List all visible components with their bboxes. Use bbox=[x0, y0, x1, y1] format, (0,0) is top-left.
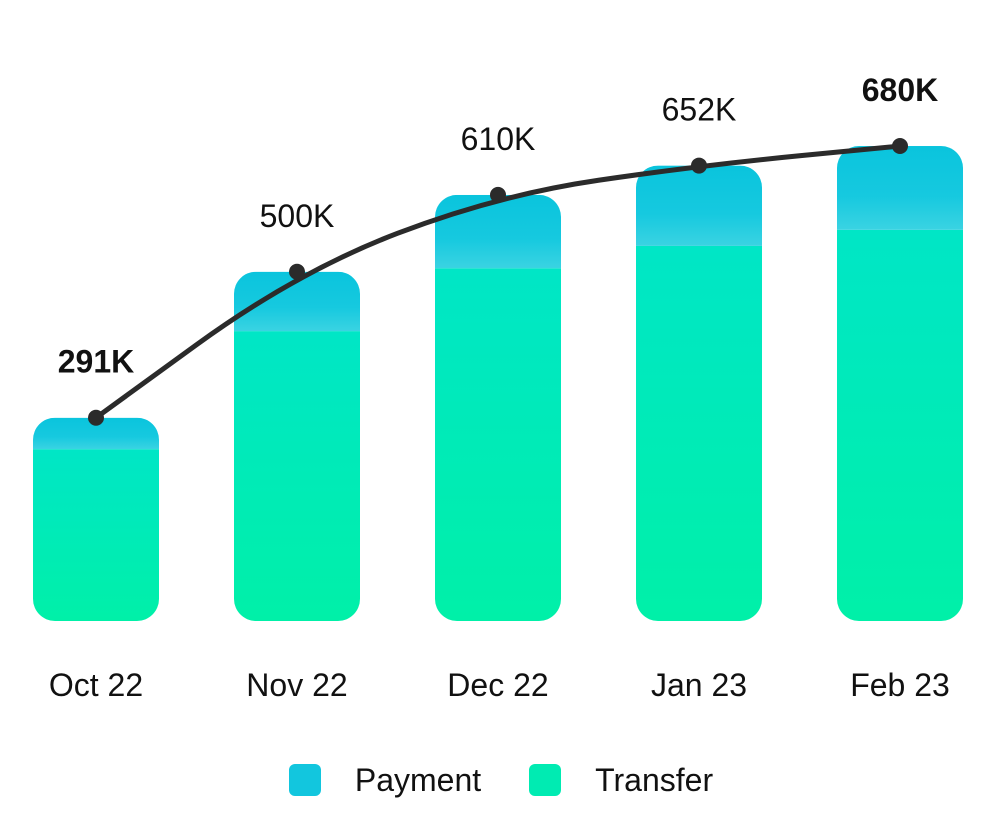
bar-transfer bbox=[234, 331, 360, 621]
line-point bbox=[691, 157, 707, 174]
x-tick-label: Oct 22 bbox=[49, 667, 143, 703]
bar-group bbox=[33, 417, 159, 621]
total-line bbox=[93, 143, 903, 421]
legend: Payment Transfer bbox=[0, 755, 1002, 805]
bar-group bbox=[636, 165, 762, 621]
bar-payment bbox=[636, 165, 762, 246]
bar-transfer bbox=[435, 268, 561, 621]
bar-transfer bbox=[636, 245, 762, 621]
legend-label-payment: Payment bbox=[354, 761, 482, 798]
line-point bbox=[892, 138, 908, 155]
data-label: 291K bbox=[58, 344, 135, 380]
bar-payment bbox=[837, 146, 963, 230]
legend-label-transfer: Transfer bbox=[595, 761, 714, 798]
data-label: 680K bbox=[862, 72, 939, 108]
bar-transfer bbox=[837, 229, 963, 621]
x-tick-label: Feb 23 bbox=[850, 667, 950, 703]
data-label: 500K bbox=[260, 198, 335, 234]
x-tick-label: Dec 22 bbox=[447, 667, 548, 703]
data-label: 610K bbox=[461, 121, 536, 157]
bar-payment bbox=[435, 194, 561, 269]
line-point bbox=[289, 263, 305, 280]
legend-item-transfer: Transfer bbox=[529, 762, 713, 799]
legend-swatch-payment bbox=[288, 764, 321, 796]
data-label: 652K bbox=[662, 92, 737, 128]
line-point bbox=[490, 186, 506, 203]
bar-group bbox=[435, 194, 561, 621]
bar-group bbox=[837, 146, 963, 621]
legend-item-payment: Payment bbox=[288, 761, 482, 799]
bar-group bbox=[234, 271, 360, 621]
x-tick-label: Nov 22 bbox=[246, 667, 347, 703]
bar-transfer bbox=[33, 449, 159, 621]
line-point bbox=[88, 409, 104, 426]
x-tick-label: Jan 23 bbox=[651, 667, 747, 703]
legend-swatch-transfer bbox=[529, 764, 562, 796]
